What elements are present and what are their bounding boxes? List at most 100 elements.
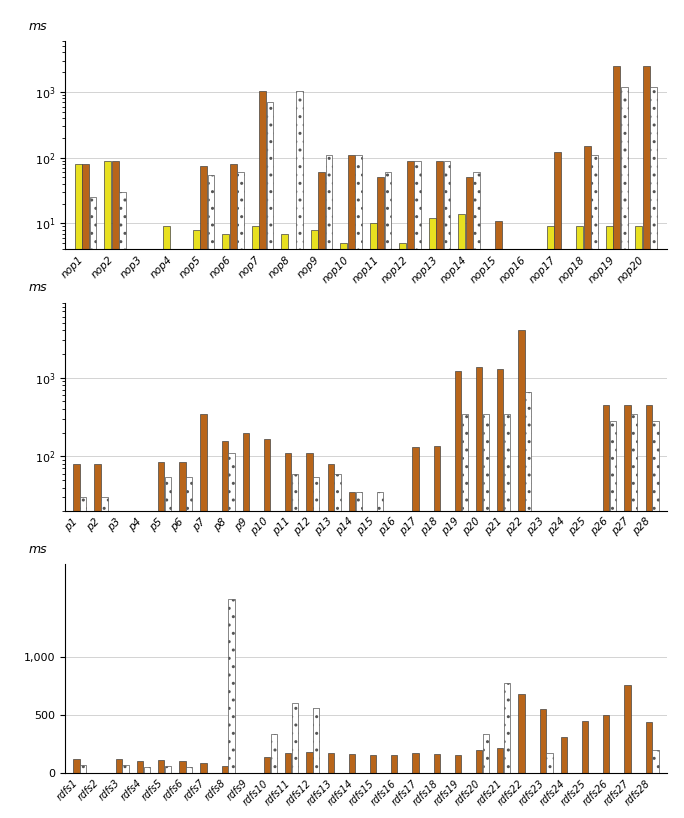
Bar — [384, 173, 391, 818]
Bar — [646, 722, 652, 773]
Bar — [158, 760, 164, 773]
Y-axis label: ms: ms — [29, 281, 47, 294]
Bar — [643, 66, 650, 818]
Y-axis label: ms: ms — [29, 543, 47, 556]
Bar — [540, 708, 546, 773]
Bar — [631, 414, 637, 818]
Bar — [334, 474, 341, 818]
Bar — [271, 734, 277, 773]
Bar — [80, 497, 86, 818]
Bar — [267, 102, 274, 818]
Bar — [200, 414, 207, 818]
Bar — [111, 160, 118, 818]
Bar — [610, 421, 616, 818]
Bar — [292, 474, 298, 818]
Bar — [347, 155, 354, 818]
Bar — [349, 492, 355, 818]
Bar — [370, 223, 377, 818]
Bar — [313, 708, 319, 773]
Bar — [518, 694, 525, 773]
Bar — [179, 762, 185, 773]
Bar — [624, 685, 631, 773]
Bar — [105, 160, 111, 818]
Bar — [370, 755, 376, 773]
Bar — [285, 753, 291, 773]
Bar — [158, 462, 164, 818]
Bar — [264, 757, 270, 773]
Bar — [264, 439, 270, 818]
Bar — [653, 750, 659, 773]
Bar — [306, 453, 313, 818]
Bar — [646, 405, 652, 818]
Bar — [497, 748, 503, 773]
Bar — [650, 87, 657, 818]
Bar — [554, 152, 561, 818]
Bar — [285, 453, 291, 818]
Bar — [355, 155, 362, 818]
Bar — [434, 754, 440, 773]
Bar — [122, 765, 129, 773]
Bar — [577, 227, 583, 818]
Bar — [193, 230, 200, 818]
Bar — [603, 405, 609, 818]
Bar — [444, 160, 451, 818]
Bar — [412, 447, 419, 818]
Bar — [525, 393, 531, 818]
Bar — [101, 497, 107, 818]
Bar — [186, 766, 192, 773]
Bar — [412, 753, 419, 773]
Bar — [318, 173, 325, 818]
Bar — [82, 164, 89, 818]
Bar — [73, 464, 79, 818]
Bar — [635, 227, 642, 818]
Bar — [603, 715, 609, 773]
Legend: TreeSolver, AFMU: TreeSolver, AFMU — [280, 600, 451, 624]
Bar — [119, 192, 126, 818]
Bar — [591, 155, 598, 818]
Bar — [399, 243, 406, 818]
Bar — [391, 755, 397, 773]
Bar — [186, 477, 192, 818]
Bar — [311, 230, 317, 818]
Bar — [415, 160, 421, 818]
Bar — [455, 371, 461, 818]
Bar — [90, 197, 96, 818]
Bar — [222, 442, 228, 818]
Bar — [582, 721, 588, 773]
Bar — [518, 330, 525, 818]
Bar — [306, 753, 313, 773]
Bar — [407, 160, 414, 818]
Bar — [356, 492, 362, 818]
Bar — [313, 477, 319, 818]
Bar — [504, 414, 510, 818]
Legend: SPARQL-algebra, TreeSolver, AFMU: SPARQL-algebra, TreeSolver, AFMU — [214, 339, 518, 365]
Bar — [620, 87, 627, 818]
Bar — [378, 178, 384, 818]
Y-axis label: ms: ms — [29, 20, 47, 33]
Bar — [483, 414, 489, 818]
Bar — [200, 166, 207, 818]
Bar — [228, 453, 235, 818]
Bar — [483, 734, 489, 773]
Bar — [349, 754, 355, 773]
Bar — [476, 750, 482, 773]
Bar — [473, 173, 480, 818]
Bar — [228, 599, 235, 773]
Bar — [252, 227, 259, 818]
Bar — [328, 464, 334, 818]
Bar — [281, 233, 288, 818]
Bar — [547, 753, 553, 773]
Bar — [73, 759, 79, 773]
Bar — [230, 164, 237, 818]
Bar — [328, 753, 334, 773]
Bar — [429, 218, 436, 818]
Bar — [476, 367, 482, 818]
Bar — [163, 227, 170, 818]
Bar — [237, 173, 244, 818]
Bar — [208, 175, 214, 818]
Bar — [561, 737, 567, 773]
Bar — [462, 414, 468, 818]
Bar — [165, 766, 171, 773]
Bar — [547, 227, 554, 818]
Bar — [259, 91, 266, 818]
